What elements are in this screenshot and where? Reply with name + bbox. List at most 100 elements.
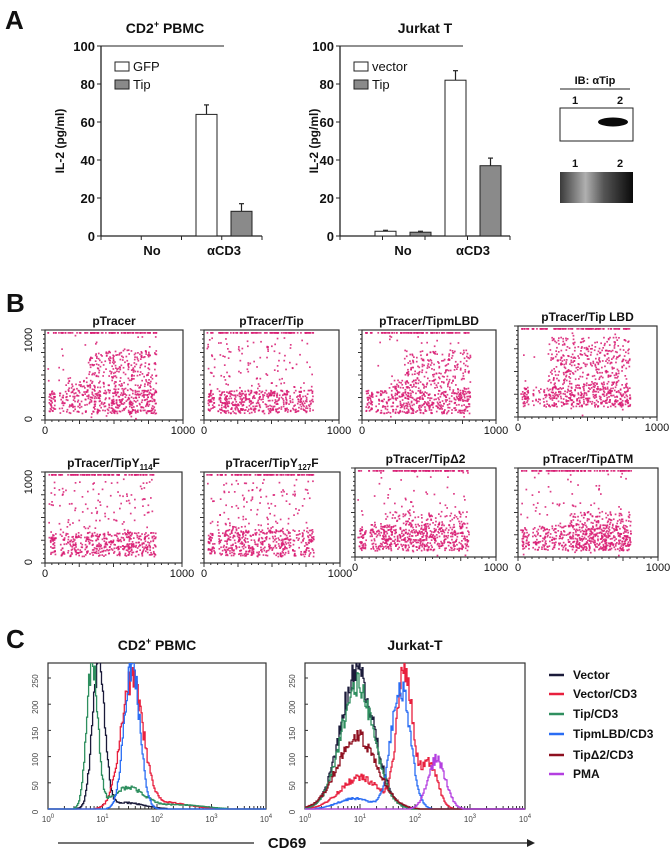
data-point [223, 511, 226, 514]
data-point [254, 543, 257, 545]
data-point [51, 536, 54, 538]
data-point [89, 379, 92, 382]
data-point [568, 370, 571, 372]
blot-header: IB: αTip [575, 75, 616, 87]
data-point [108, 391, 111, 394]
data-point [430, 411, 432, 414]
data-point [412, 408, 415, 411]
data-point [603, 395, 606, 397]
data-point [98, 371, 100, 374]
title-text: F [311, 456, 318, 470]
data-point [64, 390, 67, 393]
data-point [76, 401, 79, 403]
data-point [268, 412, 270, 415]
data-point [224, 399, 227, 402]
data-point [224, 403, 227, 406]
data-point [441, 412, 444, 415]
y-tick-label: 40 [320, 153, 334, 168]
data-point [609, 399, 611, 402]
data-point [277, 555, 280, 558]
data-point [243, 412, 246, 414]
data-point [71, 548, 74, 551]
data-point [223, 391, 226, 393]
data-point [228, 400, 230, 403]
data-point [93, 531, 96, 534]
data-point [370, 407, 373, 409]
data-point [114, 375, 117, 377]
data-point [611, 394, 613, 397]
data-point [113, 511, 115, 514]
data-point [277, 537, 280, 539]
data-point [600, 398, 602, 401]
data-point [109, 411, 112, 414]
data-point [76, 387, 78, 390]
data-point [571, 402, 573, 405]
data-point [63, 543, 66, 546]
data-point [592, 328, 594, 330]
data-point [417, 397, 420, 399]
data-point [578, 400, 581, 403]
data-point [240, 541, 243, 543]
data-point [581, 405, 583, 408]
data-point [248, 546, 250, 549]
data-point [578, 357, 580, 359]
data-point [418, 366, 421, 369]
data-point [275, 332, 277, 334]
data-point [134, 498, 136, 501]
data-point [244, 525, 246, 528]
data-point [282, 531, 284, 533]
data-point [285, 474, 287, 476]
data-point [72, 405, 74, 408]
data-point [133, 400, 136, 402]
data-point [233, 534, 235, 537]
data-point [359, 528, 362, 530]
data-point [367, 406, 370, 409]
data-point [587, 350, 590, 353]
data-point [242, 408, 244, 410]
data-point [47, 332, 49, 334]
data-point [216, 474, 219, 476]
data-point [436, 353, 438, 355]
data-point [604, 388, 607, 390]
data-point [613, 347, 616, 349]
data-point [388, 387, 391, 389]
data-point [239, 393, 242, 395]
data-point [99, 395, 102, 397]
data-point [421, 359, 424, 362]
data-point [305, 400, 308, 403]
data-point [141, 406, 144, 408]
data-point [552, 337, 555, 340]
data-point [144, 409, 146, 412]
data-point [233, 552, 235, 555]
data-point [415, 386, 417, 388]
data-point [94, 395, 96, 398]
data-point [594, 346, 597, 348]
data-point [274, 343, 276, 346]
data-point [106, 548, 108, 551]
data-point [60, 398, 62, 401]
data-point [78, 536, 81, 538]
data-point [130, 401, 133, 404]
data-point [573, 356, 576, 359]
data-point [61, 400, 64, 403]
data-point [606, 396, 609, 399]
data-point [524, 404, 526, 407]
data-point [97, 493, 100, 495]
data-point [62, 332, 64, 334]
data-point [148, 351, 150, 354]
data-point [431, 402, 434, 405]
data-point [607, 374, 610, 377]
data-point [116, 535, 118, 538]
data-point [107, 412, 109, 415]
data-point [74, 509, 76, 512]
data-point [546, 387, 549, 390]
data-point [105, 474, 107, 476]
data-point [266, 393, 268, 396]
data-point [148, 368, 151, 371]
data-point [280, 406, 283, 408]
data-point [230, 544, 232, 547]
data-point [435, 372, 438, 375]
data-point [253, 539, 256, 542]
data-point [222, 532, 224, 535]
data-point [462, 353, 464, 356]
